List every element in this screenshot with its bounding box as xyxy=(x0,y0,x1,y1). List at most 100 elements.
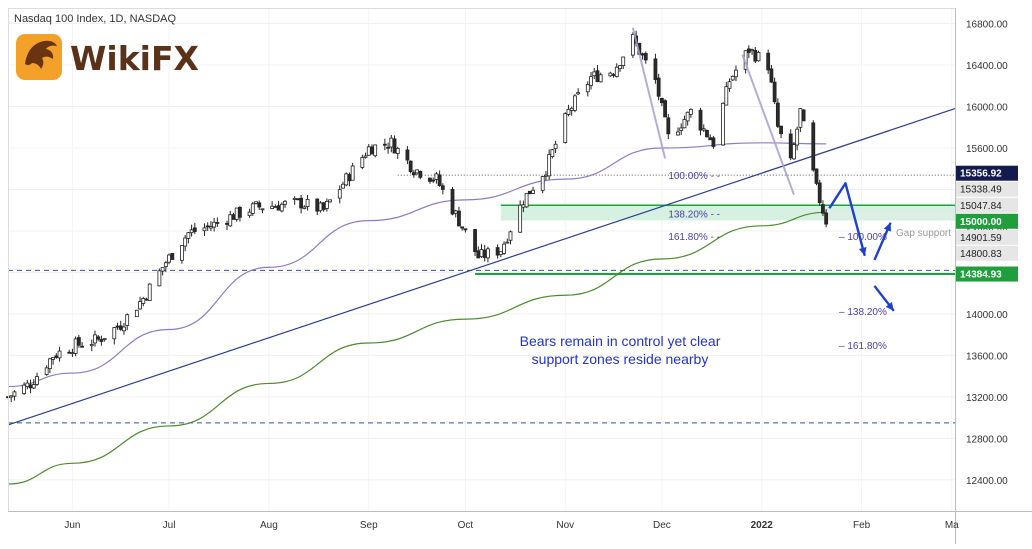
candle-body xyxy=(386,146,390,149)
candle-body xyxy=(283,200,287,205)
candle-body xyxy=(473,229,477,253)
candle-body xyxy=(814,168,819,184)
candle-body xyxy=(12,391,17,397)
candle-body xyxy=(225,222,229,225)
swing-line xyxy=(741,54,795,196)
chart-title: Nasdaq 100 Index, 1D, NASDAQ xyxy=(14,13,176,25)
candle-body xyxy=(798,108,803,128)
candle-body xyxy=(144,298,149,301)
candle-body xyxy=(460,226,465,229)
candle-body xyxy=(440,185,445,190)
candle-body xyxy=(328,199,333,203)
candle-body xyxy=(434,173,439,180)
price-tag-label: 15356.92 xyxy=(960,169,1002,180)
candle-body xyxy=(76,337,81,346)
candle-body xyxy=(299,197,304,209)
candle-body xyxy=(589,76,593,86)
candle-body xyxy=(428,177,432,182)
candle-body xyxy=(450,189,455,215)
candle-body xyxy=(189,229,194,234)
candle-body xyxy=(550,149,555,157)
candle-body xyxy=(495,247,500,256)
price-tag xyxy=(956,266,1018,282)
candle-body xyxy=(753,49,758,62)
candle-body xyxy=(618,65,622,70)
wikifx-logo-text: WikiFX xyxy=(70,39,199,78)
candle-body xyxy=(25,382,30,387)
candle-body xyxy=(305,198,310,207)
candle-body xyxy=(360,157,365,168)
candle-body xyxy=(180,245,184,261)
candle-body xyxy=(476,250,481,259)
candle-body xyxy=(337,189,342,199)
price-tick-label: 13200.00 xyxy=(966,393,1008,404)
arrow-head xyxy=(885,302,894,311)
candle-body xyxy=(408,160,413,173)
candle-body xyxy=(186,232,191,239)
candle-body xyxy=(595,70,600,82)
candle-body xyxy=(389,137,394,148)
price-tick-label: 16800.00 xyxy=(966,20,1008,31)
candle-body xyxy=(212,221,217,228)
candle-body xyxy=(531,189,535,194)
candle-body xyxy=(721,102,725,146)
gap-support-label: Gap support xyxy=(896,228,951,239)
time-tick-label: Ma xyxy=(945,520,959,531)
price-tag xyxy=(956,165,1018,181)
candle-body xyxy=(498,251,503,255)
candle-body xyxy=(157,270,162,287)
price-tick-label: 12400.00 xyxy=(966,476,1008,487)
candle-body xyxy=(93,334,97,344)
candle-body xyxy=(685,111,690,122)
price-tag xyxy=(956,181,1018,197)
candle-body xyxy=(679,127,684,131)
candle-body xyxy=(772,81,777,103)
candle-body xyxy=(273,206,278,209)
candle-body xyxy=(705,129,709,138)
candle-body xyxy=(502,243,506,254)
price-tag xyxy=(956,229,1018,245)
candle-body xyxy=(431,179,436,182)
arrow-line xyxy=(828,182,866,257)
candle-body xyxy=(563,113,568,144)
candle-body xyxy=(31,384,36,389)
candle-body xyxy=(392,138,397,154)
price-tick-label: 16400.00 xyxy=(966,61,1008,72)
candle-body xyxy=(457,210,461,227)
candle-body xyxy=(592,71,597,77)
arrow-head xyxy=(883,222,891,232)
swing-line xyxy=(631,27,667,159)
candle-body xyxy=(234,207,239,220)
candle-body xyxy=(321,202,326,210)
candle-body xyxy=(295,198,300,201)
candle-body xyxy=(51,357,55,360)
candle-body xyxy=(44,367,49,375)
eagle-icon xyxy=(25,40,57,69)
candle-body xyxy=(318,202,323,212)
candle-body xyxy=(724,86,729,106)
candle-body xyxy=(99,339,104,342)
candle-body xyxy=(482,249,487,258)
candle-body xyxy=(125,314,130,326)
candle-body xyxy=(382,143,387,146)
candle-body xyxy=(640,53,645,56)
candle-body xyxy=(463,228,468,231)
price-tag xyxy=(956,197,1018,213)
candle-body xyxy=(250,203,255,214)
trendline xyxy=(7,108,956,426)
candle-body xyxy=(147,283,152,301)
candle-body xyxy=(750,49,754,52)
price-tag-label: 14901.59 xyxy=(960,233,1002,244)
candle-body xyxy=(576,92,581,95)
candle-body xyxy=(112,327,117,340)
candle-body xyxy=(118,325,123,330)
candle-body xyxy=(160,267,165,272)
candle-body xyxy=(611,74,616,76)
candle-body xyxy=(659,97,664,104)
price-tag-label: 14384.93 xyxy=(960,270,1002,281)
candle-body xyxy=(730,75,735,81)
price-tag-label: 15047.84 xyxy=(960,201,1002,212)
candle-body xyxy=(35,376,39,385)
price-tag-label: 15338.49 xyxy=(960,185,1002,196)
price-tag-label: 15000.00 xyxy=(960,217,1002,228)
